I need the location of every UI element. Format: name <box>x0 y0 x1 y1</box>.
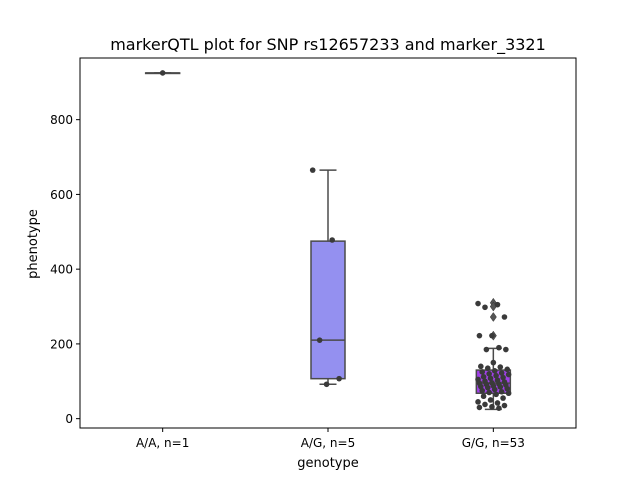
y-tick-label: 200 <box>50 337 73 351</box>
data-point <box>482 401 488 408</box>
data-point <box>504 366 511 373</box>
x-tick-label: A/G, n=5 <box>301 436 355 450</box>
data-point <box>483 346 490 353</box>
data-point <box>505 390 512 397</box>
data-point <box>482 304 488 311</box>
data-point <box>486 389 492 396</box>
data-point <box>496 405 502 411</box>
box <box>310 240 346 380</box>
data-point <box>496 344 502 351</box>
data-point <box>493 372 499 379</box>
data-point <box>487 375 494 382</box>
data-point <box>498 388 505 395</box>
x-axis-label: genotype <box>297 456 358 471</box>
data-point <box>476 404 483 411</box>
data-point <box>497 364 504 370</box>
data-point <box>323 381 330 388</box>
y-tick-label: 400 <box>50 263 73 277</box>
data-point <box>478 363 484 370</box>
y-axis-label: phenotype <box>26 209 41 279</box>
data-point <box>475 399 481 405</box>
data-point <box>491 386 498 393</box>
x-tick-label: A/A, n=1 <box>136 436 189 450</box>
data-point <box>336 375 342 382</box>
data-point <box>479 369 486 375</box>
data-point <box>491 368 498 374</box>
data-point <box>493 391 499 398</box>
data-point <box>480 393 487 400</box>
plot-area <box>144 70 512 411</box>
x-tick-label: G/G, n=53 <box>462 436 525 450</box>
data-point <box>486 371 492 377</box>
data-point <box>498 370 505 376</box>
data-point <box>484 384 491 391</box>
data-point <box>505 371 512 378</box>
data-point <box>489 332 495 339</box>
data-point <box>316 337 323 343</box>
outlier-marker <box>489 312 497 322</box>
data-point <box>476 332 483 339</box>
data-point <box>494 301 501 308</box>
data-point <box>501 402 508 409</box>
chart-title: markerQTL plot for SNP rs12657233 and ma… <box>110 35 546 55</box>
data-point <box>490 359 497 366</box>
y-tick-label: 800 <box>50 113 73 127</box>
data-point <box>475 300 481 307</box>
data-point <box>504 385 511 392</box>
data-point <box>480 373 487 380</box>
data-point <box>501 314 508 320</box>
data-point <box>489 403 495 410</box>
y-tick-label: 0 <box>65 412 73 426</box>
data-point <box>159 70 166 76</box>
data-point <box>309 167 316 173</box>
data-point <box>497 384 504 390</box>
data-point <box>500 395 506 401</box>
data-point <box>484 365 491 372</box>
data-point <box>503 346 509 353</box>
data-point <box>494 400 501 406</box>
data-point <box>329 237 335 243</box>
data-point <box>479 387 486 394</box>
data-point <box>487 397 494 403</box>
y-tick-label: 600 <box>50 188 73 202</box>
data-point <box>500 374 506 381</box>
